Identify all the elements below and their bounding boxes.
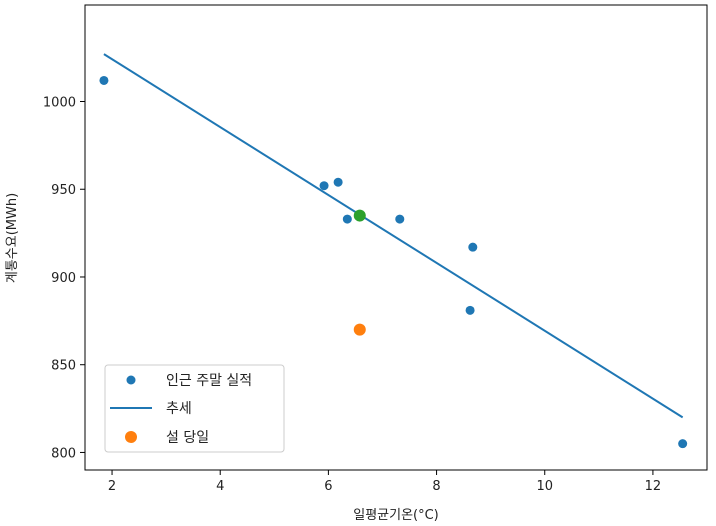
x-tick-label: 12 [645, 479, 662, 494]
legend-label-recent-weekend: 인근 주말 실적 [166, 373, 252, 389]
y-axis-label: 계통수요(MWh) [5, 193, 20, 283]
trend-line [103, 53, 684, 419]
recent-weekend-point [319, 181, 329, 191]
y-tick-label: 850 [51, 359, 76, 374]
highlight-point [353, 209, 366, 222]
x-tick-label: 6 [324, 479, 332, 494]
legend: 인근 주말 실적 추세 설 당일 [104, 364, 285, 453]
y-tick-label: 800 [51, 446, 76, 461]
legend-label-trend: 추세 [166, 401, 192, 417]
x-axis: 2 4 6 8 10 12 [108, 470, 661, 494]
y-axis: 800 850 900 950 1000 [43, 96, 85, 461]
plot-area [99, 53, 688, 449]
recent-weekend-point [465, 305, 475, 315]
x-tick-label: 8 [432, 479, 440, 494]
legend-marker-seollal [125, 431, 137, 443]
recent-weekend-point [333, 177, 343, 187]
recent-weekend-point [678, 439, 688, 449]
x-tick-label: 4 [216, 479, 224, 494]
x-tick-label: 10 [536, 479, 553, 494]
x-tick-label: 2 [108, 479, 116, 494]
y-tick-label: 1000 [43, 96, 76, 111]
x-axis-label: 일평균기온(°C) [353, 508, 439, 523]
seollal-point [353, 323, 366, 336]
y-tick-label: 900 [51, 271, 76, 286]
recent-weekend-point [342, 214, 352, 224]
recent-weekend-point [395, 214, 405, 224]
recent-weekend-point [99, 75, 109, 85]
legend-box [104, 364, 285, 453]
y-tick-label: 950 [51, 183, 76, 198]
recent-weekend-point [468, 242, 478, 252]
legend-marker-recent-weekend [126, 375, 136, 385]
legend-label-seollal: 설 당일 [166, 430, 209, 446]
axes-frame [84, 4, 708, 471]
